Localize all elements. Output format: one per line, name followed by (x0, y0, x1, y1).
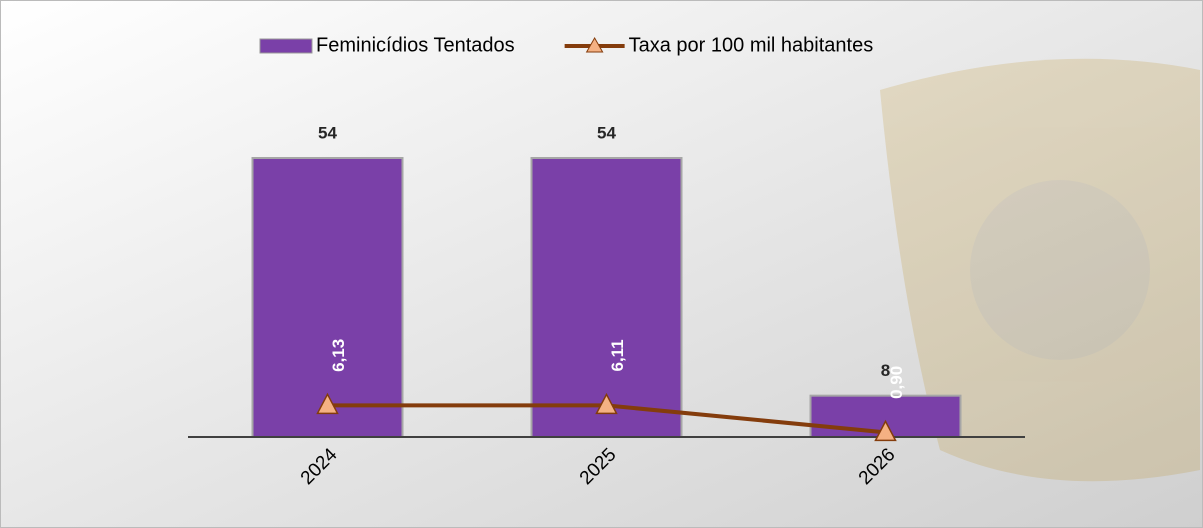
line-value-label: 6,13 (329, 339, 348, 372)
bar-value-label: 54 (597, 123, 616, 142)
line-marker (595, 392, 618, 415)
bar-value-label: 54 (318, 123, 337, 142)
line-marker (316, 392, 339, 415)
legend-marker (585, 36, 604, 53)
line-value-label: 0,90 (887, 366, 906, 399)
line-marker (874, 419, 897, 442)
line-value-label: 6,11 (608, 339, 627, 371)
bar (530, 157, 683, 438)
bar-value-label: 8 (881, 361, 890, 380)
legend-label: Taxa por 100 mil habitantes (629, 34, 874, 56)
watermark-badge (880, 58, 1200, 482)
bar (251, 157, 404, 438)
legend-swatch (259, 38, 313, 54)
legend-label: Feminicídios Tentados (316, 34, 515, 56)
